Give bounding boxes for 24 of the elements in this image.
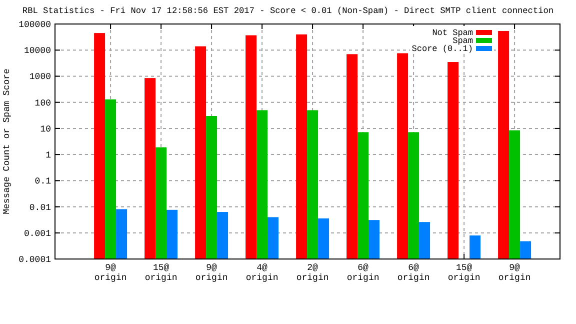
legend-label: Score (0..1) <box>412 44 473 54</box>
y-tick-label: 0.0001 <box>18 255 51 265</box>
y-tick-label: 0.1 <box>34 176 51 187</box>
y-tick-label: 100 <box>34 98 51 108</box>
legend-label: Spam <box>452 36 473 46</box>
x-tick-label: 9@ origin <box>498 263 531 283</box>
y-tick-label: 1 <box>46 150 51 161</box>
legend-label: Not Spam <box>432 28 473 38</box>
y-tick-label: 0.01 <box>29 202 51 213</box>
chart-title: RBL Statistics - Fri Nov 17 12:58:56 EST 2017 - Score < 0.01 (Non-Spam) - Direct SMTP client connection <box>22 6 554 16</box>
x-tick-label: 4@ origin <box>246 263 278 283</box>
y-tick-label: 10 <box>40 124 51 134</box>
y-tick-label: 0.001 <box>24 228 51 239</box>
x-tick-label: 2@ origin <box>296 263 329 283</box>
x-tick-label: 6@ origin <box>346 263 380 283</box>
y-tick-label: 1000 <box>29 72 51 82</box>
x-tick-label: 9@ origin <box>195 263 228 283</box>
x-tick-label: 6@ origin <box>397 263 430 283</box>
x-tick-label: 15@ origin <box>144 263 178 283</box>
y-axis-title: Message Count or Spam Score <box>2 68 12 214</box>
x-tick-label: 9@ origin <box>94 263 127 283</box>
y-tick-label: 10000 <box>24 46 51 56</box>
x-tick-label: 15@ origin <box>448 263 480 283</box>
y-tick-label: 100000 <box>18 20 51 30</box>
